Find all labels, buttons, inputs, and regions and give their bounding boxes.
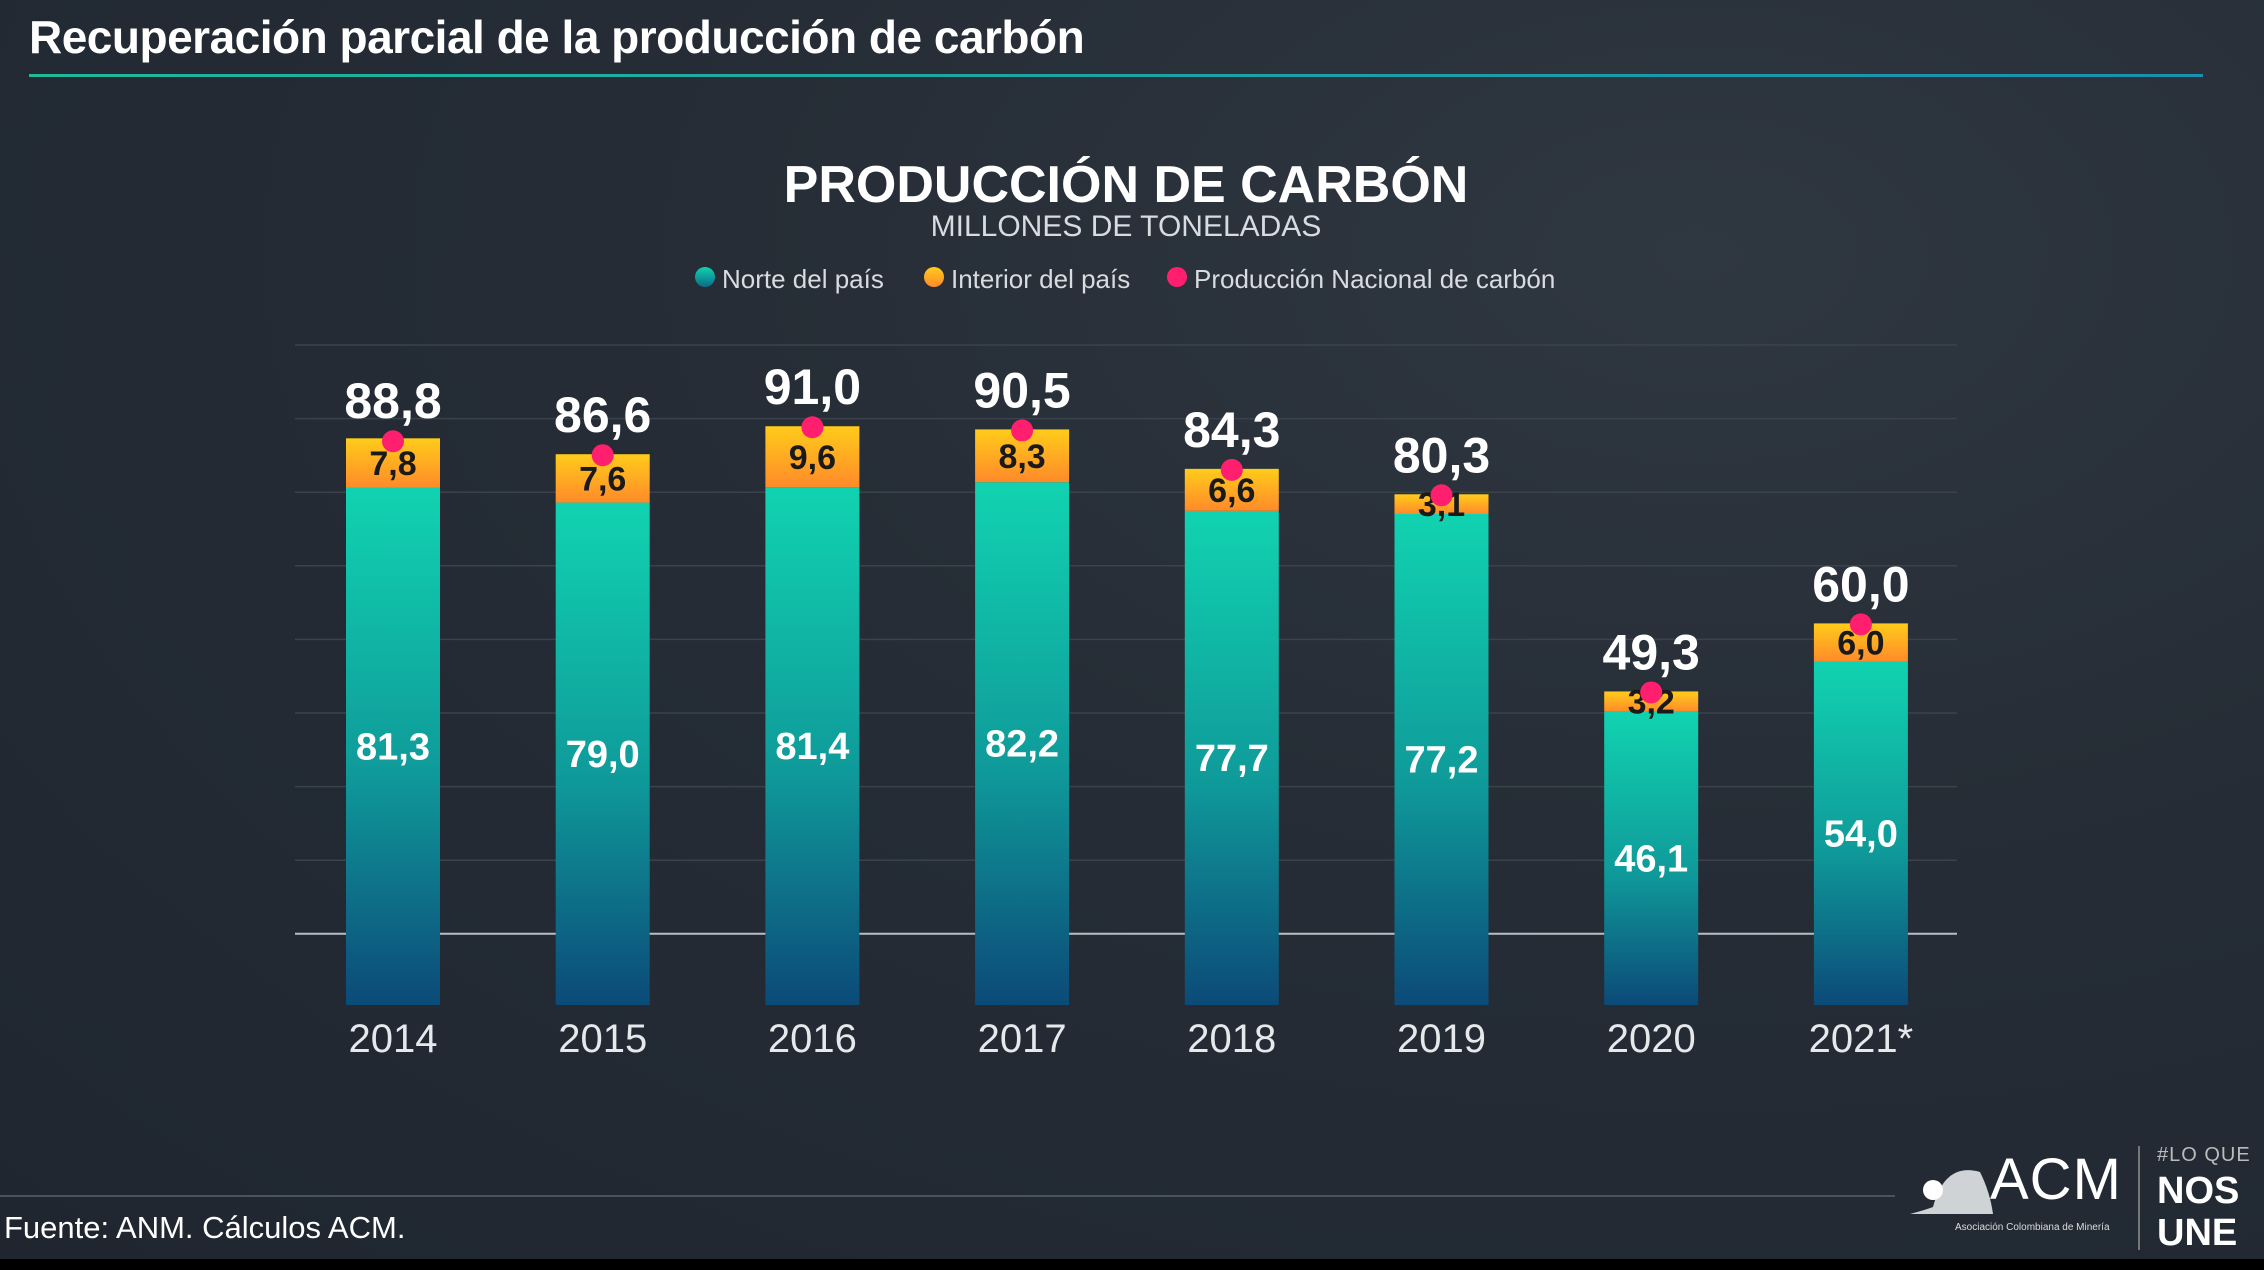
- x-tick-label: 2015: [558, 1017, 647, 1061]
- bottom-bar: [0, 1259, 2264, 1270]
- label-norte: 81,3: [356, 726, 430, 768]
- label-nacional: 86,6: [554, 387, 651, 443]
- label-nacional: 90,5: [973, 362, 1070, 418]
- legend-nacional-label: Producción Nacional de carbón: [1194, 264, 1555, 294]
- x-tick-label: 2014: [349, 1017, 438, 1061]
- label-norte: 77,2: [1405, 740, 1479, 782]
- x-tick-label: 2018: [1187, 1017, 1276, 1061]
- point-nacional: [382, 430, 404, 453]
- source-note: Fuente: ANM. Cálculos ACM.: [4, 1210, 406, 1245]
- label-nacional: 49,3: [1603, 624, 1700, 680]
- x-tick-label: 2019: [1397, 1017, 1486, 1061]
- bar-norte: [1813, 661, 1908, 1005]
- footer-divider: [0, 1195, 1895, 1197]
- page-title: Recuperación parcial de la producción de…: [29, 11, 1085, 63]
- label-nacional: 88,8: [344, 373, 441, 429]
- logo-divider: [2138, 1146, 2140, 1250]
- point-nacional: [1220, 458, 1243, 481]
- point-nacional: [1011, 419, 1034, 442]
- label-interior: 7,6: [579, 460, 626, 498]
- slogan-nos: NOS: [2157, 1170, 2240, 1212]
- title-underline: [29, 74, 2203, 77]
- point-nacional: [1430, 484, 1453, 507]
- bar-group-2016: 81,4 9,6 91,0 2016: [764, 359, 861, 1061]
- logo-subtitle: Asociación Colombiana de Minería: [1955, 1222, 2110, 1233]
- bar-norte: [555, 502, 650, 1005]
- point-nacional: [591, 444, 614, 467]
- legend-nacional-marker: [1167, 267, 1187, 287]
- point-nacional: [1849, 613, 1872, 636]
- label-norte: 81,4: [775, 726, 849, 768]
- x-tick-label: 2020: [1607, 1017, 1696, 1061]
- slogan-big: NOS UNE: [2157, 1170, 2239, 1254]
- label-nacional: 84,3: [1183, 402, 1280, 458]
- bar-norte: [1184, 510, 1279, 1005]
- point-nacional: [1640, 681, 1663, 704]
- bar-norte: [1394, 514, 1489, 1005]
- label-norte: 77,7: [1195, 738, 1269, 780]
- slogan-une: UNE: [2157, 1212, 2238, 1254]
- bar-norte: [1604, 711, 1699, 1005]
- label-interior: 8,3: [998, 438, 1045, 476]
- label-norte: 79,0: [566, 734, 640, 776]
- label-interior: 9,6: [789, 439, 836, 477]
- chart-subtitle: MILLONES DE TONELADAS: [931, 210, 1322, 243]
- bar-group-2017: 82,2 8,3 90,5 2017: [973, 362, 1070, 1061]
- label-nacional: 91,0: [764, 359, 861, 415]
- legend-norte-label: Norte del país: [722, 264, 884, 294]
- label-nacional: 60,0: [1812, 556, 1909, 612]
- bar-norte: [765, 487, 860, 1005]
- point-nacional: [801, 416, 824, 439]
- x-tick-label: 2021*: [1809, 1017, 1914, 1061]
- label-nacional: 80,3: [1393, 427, 1490, 483]
- slogan-small: #LO QUE: [2157, 1144, 2251, 1166]
- bar-norte: [975, 482, 1070, 1005]
- label-norte: 82,2: [985, 724, 1059, 766]
- bar-norte: [346, 487, 440, 1005]
- logo-acm-text: ACM: [1990, 1147, 2122, 1212]
- acm-logo: ACM Asociación Colombiana de Minería #LO…: [1905, 1142, 2260, 1258]
- x-tick-label: 2016: [768, 1017, 857, 1061]
- label-norte: 54,0: [1824, 813, 1898, 855]
- chart-title: PRODUCCIÓN DE CARBÓN: [784, 156, 1469, 214]
- legend-interior-marker: [924, 267, 944, 287]
- legend: Norte del país Interior del país Producc…: [695, 264, 1555, 294]
- bar-group-2015: 79,0 7,6 86,6 2015: [554, 387, 651, 1061]
- x-tick-label: 2017: [978, 1017, 1067, 1061]
- legend-norte-marker: [695, 267, 715, 287]
- legend-interior-label: Interior del país: [951, 264, 1130, 294]
- label-norte: 46,1: [1614, 838, 1688, 880]
- helmet-icon: [1910, 1170, 1993, 1214]
